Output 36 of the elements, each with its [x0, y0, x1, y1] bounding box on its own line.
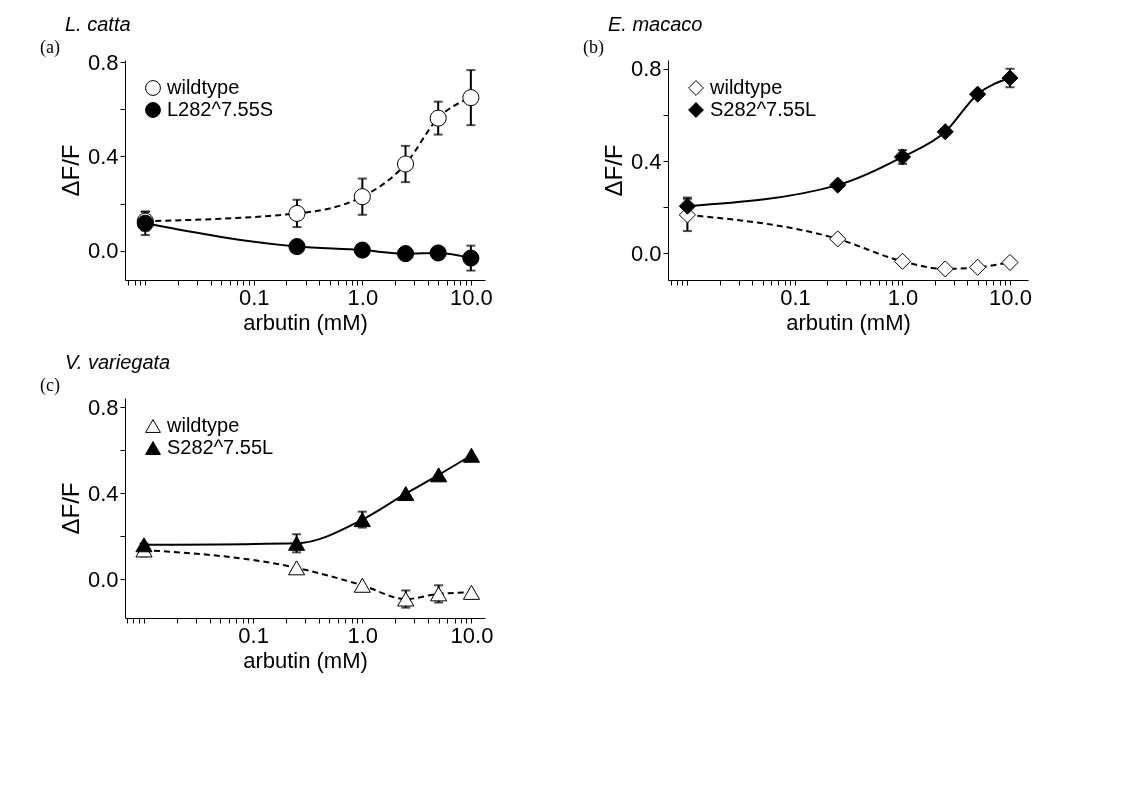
legend-label: S282^7.55L [710, 98, 817, 120]
y-tick-label: 0.0 [87, 238, 119, 264]
chart-title: E. macaco [608, 13, 703, 35]
x-axis-title: arbutin (mM) [243, 309, 368, 335]
y-axis-title: ΔF/F [56, 144, 84, 197]
y-tick-label: 0.8 [630, 56, 662, 82]
y-tick-label: 0.0 [87, 566, 119, 592]
x-tick-label: 1.0 [887, 284, 919, 310]
text: (c) [40, 375, 60, 396]
x-axis-title: arbutin (mM) [243, 647, 368, 673]
x-tick-label: 10.0 [450, 622, 494, 648]
legend-label: S282^7.55L [167, 436, 274, 458]
x-axis-title: arbutin (mM) [786, 309, 911, 335]
x-tick-label: 0.1 [238, 622, 269, 648]
y-axis-title: ΔF/F [56, 482, 84, 535]
x-tick-label: 0.1 [239, 284, 270, 310]
text: (b) [583, 37, 604, 58]
x-tick-label: 1.0 [347, 284, 379, 310]
legend-label: L282^7.55S [167, 98, 274, 120]
y-axis-title: ΔF/F [599, 144, 627, 197]
legend-label: wildtype [166, 414, 240, 436]
x-tick-label: 10.0 [449, 284, 493, 310]
x-tick-label: 0.1 [780, 284, 811, 310]
legend-label: wildtype [709, 76, 783, 98]
x-tick-label: 1.0 [347, 622, 379, 648]
chart-title: L. catta [65, 13, 131, 35]
text: (a) [40, 37, 60, 58]
y-tick-label: 0.8 [87, 394, 119, 420]
chart-title: V. variegata [65, 351, 171, 373]
y-tick-label: 0.4 [630, 148, 662, 174]
y-tick-label: 0.4 [87, 143, 119, 169]
legend-label: wildtype [166, 76, 240, 98]
y-tick-label: 0.4 [87, 480, 119, 506]
y-tick-label: 0.8 [87, 49, 119, 75]
x-tick-label: 10.0 [989, 284, 1032, 310]
y-tick-label: 0.0 [630, 240, 662, 266]
